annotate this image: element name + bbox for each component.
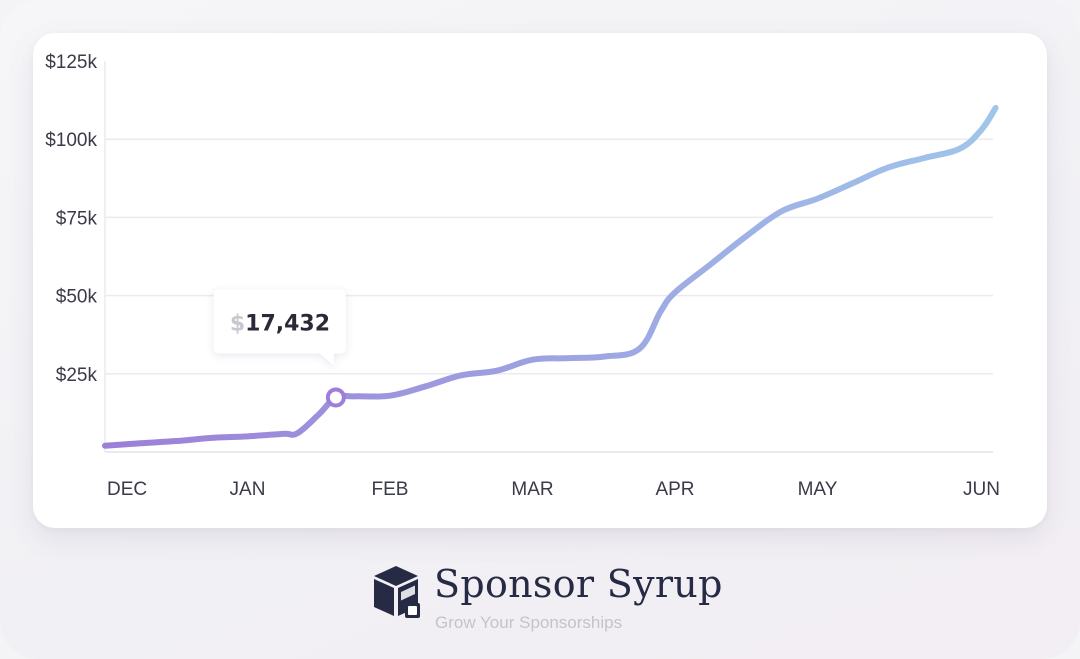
revenue-line-chart: $125k $100k $75k $50k $25k DEC JAN FEB MAR APR MA… [45, 52, 1000, 500]
x-tick-label: DEC [107, 479, 147, 500]
tooltip-text: $17,432 [230, 311, 330, 336]
x-tick-label: JUN [963, 479, 1000, 500]
y-tick-label: $75k [56, 208, 98, 229]
series-line [102, 104, 999, 449]
x-tick-label: APR [655, 479, 694, 500]
x-axis-ticks: DEC JAN FEB MAR APR MAY JUN [107, 479, 1000, 500]
y-tick-label: $25k [56, 365, 98, 386]
tooltip-box [213, 289, 346, 366]
data-point-marker[interactable] [325, 387, 346, 408]
y-tick-label: $100k [45, 130, 97, 151]
grid-lines [104, 61, 993, 453]
chart-card: $125k $100k $75k $50k $25k DEC JAN FEB MAR APR MA… [33, 33, 1047, 528]
x-tick-label: JAN [230, 479, 266, 500]
tooltip-currency: $ [230, 311, 245, 336]
x-tick-label: FEB [372, 479, 409, 500]
value-tooltip: $17,432 [213, 289, 346, 366]
brand-footer: Sponsor Syrup Grow Your Sponsorships [372, 562, 732, 632]
syrup-box-logo-icon [374, 566, 420, 618]
brand-tagline: Grow Your Sponsorships [435, 613, 623, 632]
y-axis-ticks: $125k $100k $75k $50k $25k [45, 52, 97, 386]
y-tick-label: $125k [45, 52, 97, 73]
brand-name: Sponsor Syrup [434, 562, 723, 606]
x-tick-label: MAR [511, 479, 553, 500]
y-tick-label: $50k [56, 287, 98, 308]
tooltip-value: 17,432 [245, 311, 330, 336]
x-tick-label: MAY [798, 479, 838, 500]
